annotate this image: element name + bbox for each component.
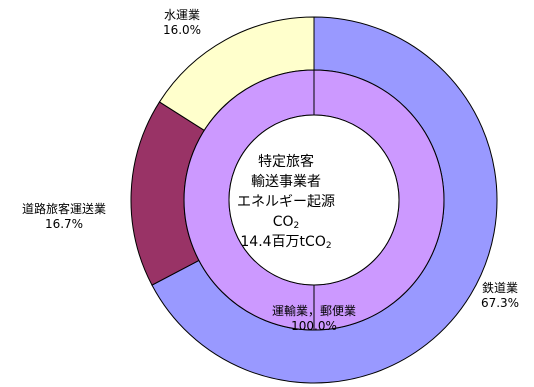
- label-water-transport: 水運業 16.0%: [140, 8, 224, 38]
- label-railway-name: 鉄道業: [481, 281, 518, 295]
- label-road-passenger-value: 16.7%: [44, 217, 84, 231]
- center-line-1: 特定旅客: [258, 154, 314, 170]
- center-line-4-sub: 2: [325, 241, 332, 251]
- center-line-3-text: エネルギー起源CO: [237, 194, 335, 230]
- label-water-transport-value: 16.0%: [162, 23, 202, 37]
- center-line-3-sub: 2: [293, 221, 300, 231]
- donut-hole: [228, 114, 400, 286]
- label-transport-postal: 運輸業，郵便業 100.0%: [262, 304, 366, 334]
- label-transport-postal-name: 運輸業，郵便業: [271, 304, 356, 318]
- label-water-transport-name: 水運業: [163, 8, 200, 22]
- center-line-2: 輸送事業者: [251, 174, 321, 190]
- center-title: 特定旅客 輸送事業者 エネルギー起源CO2 14.4百万tCO2: [226, 152, 346, 252]
- label-railway-value: 67.3%: [480, 296, 520, 310]
- center-line-3: エネルギー起源CO2: [226, 192, 346, 232]
- label-railway: 鉄道業 67.3%: [470, 281, 530, 311]
- label-road-passenger: 道路旅客運送業 16.7%: [2, 202, 126, 232]
- label-road-passenger-name: 道路旅客運送業: [21, 202, 106, 216]
- center-line-4: 14.4百万tCO2: [226, 232, 346, 252]
- center-line-4-text: 14.4百万tCO: [240, 234, 326, 250]
- label-transport-postal-value: 100.0%: [291, 319, 337, 333]
